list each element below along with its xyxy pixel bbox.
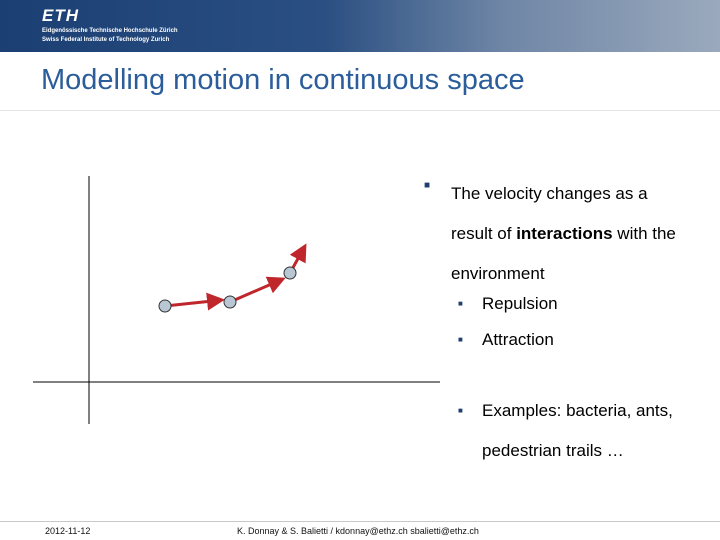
text: with the environment — [451, 224, 676, 283]
sub-bullet-marker: ■ — [458, 406, 463, 415]
velocity-arrow — [229, 276, 286, 304]
institution-en: Swiss Federal Institute of Technology Zu… — [42, 37, 170, 43]
bullet-text: The velocity changes as a result of inte… — [451, 174, 691, 294]
sub-bullet-marker: ■ — [458, 335, 463, 344]
separator — [0, 110, 720, 111]
slide-title: Modelling motion in continuous space — [41, 64, 525, 96]
bullet-marker: ■ — [424, 180, 431, 191]
text: The velocity changes as a result of — [451, 184, 648, 243]
header-band: ETH Eidgenössische Technische Hochschule… — [0, 0, 720, 52]
sub-bullet: Examples: bacteria, ants, pedestrian tra… — [482, 401, 673, 460]
position-dot — [223, 295, 237, 309]
bold-text: interactions — [516, 224, 613, 243]
position-dot — [283, 266, 297, 280]
footer-rule — [0, 521, 720, 522]
footer-authors: K. Donnay & S. Balietti / kdonnay@ethz.c… — [237, 526, 479, 536]
footer-date: 2012-11-12 — [45, 526, 91, 536]
sub-bullet: Attraction — [482, 330, 554, 349]
institution-de: Eidgenössische Technische Hochschule Zür… — [42, 28, 178, 34]
logo: ETH — [42, 6, 79, 25]
position-dot — [158, 299, 172, 313]
sub-bullet-marker: ■ — [458, 299, 463, 308]
velocity-arrow — [164, 292, 225, 311]
sub-bullet: Repulsion — [482, 294, 558, 313]
